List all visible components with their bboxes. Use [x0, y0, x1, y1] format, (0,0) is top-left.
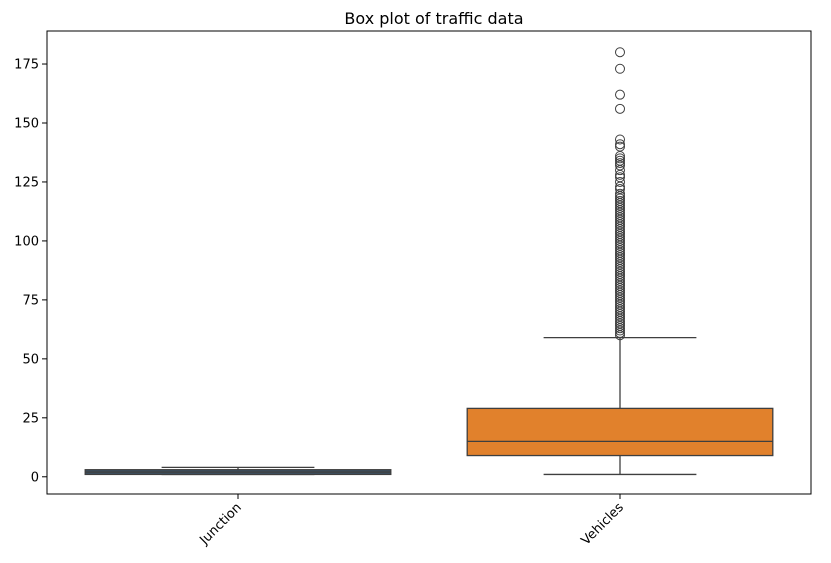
outlier-point	[615, 153, 625, 164]
outlier-point	[615, 141, 625, 152]
x-axis: Junction Vehicles	[196, 494, 627, 549]
x-tick-label: Junction	[196, 500, 244, 548]
box	[466, 407, 774, 457]
outlier-point	[615, 325, 625, 336]
outlier-point	[615, 89, 625, 100]
y-tick-label: 25	[22, 411, 39, 426]
boxes-layer	[84, 47, 774, 476]
box-group-junction	[84, 466, 392, 476]
y-axis: 0 25 50 75 100 125 150 175	[14, 58, 47, 485]
outlier-point	[615, 165, 625, 176]
outlier-point	[615, 176, 625, 187]
y-tick-label: 150	[14, 116, 39, 131]
y-tick-label: 50	[22, 352, 39, 367]
outlier-point	[615, 134, 625, 145]
y-tick-label: 175	[14, 58, 39, 73]
outlier-point	[615, 158, 625, 169]
plot-area-frame	[46, 30, 812, 495]
y-tick-label: 75	[22, 293, 39, 308]
box-group-vehicles	[466, 47, 774, 476]
outlier-point	[615, 63, 625, 74]
chart-title: Box plot of traffic data	[344, 9, 523, 28]
outlier-point	[615, 327, 625, 338]
outlier-point	[615, 169, 625, 180]
y-tick-label: 0	[31, 470, 39, 485]
outlier-point	[615, 139, 625, 150]
outlier-point	[615, 330, 625, 341]
y-tick-label: 100	[14, 234, 39, 249]
outlier-point	[615, 47, 625, 58]
y-tick-label: 125	[14, 175, 39, 190]
x-tick-label: Vehicles	[579, 500, 627, 548]
outlier-point	[615, 323, 625, 334]
outlier-point	[615, 103, 625, 114]
